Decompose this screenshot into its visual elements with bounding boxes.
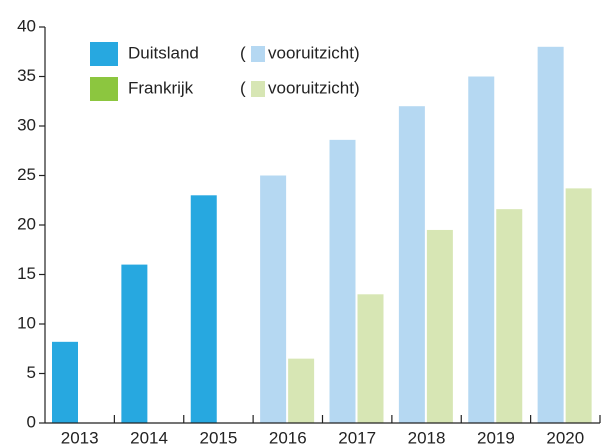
bar xyxy=(52,341,78,423)
y-tick-label: 35 xyxy=(17,66,36,85)
x-tick-label: 2013 xyxy=(61,428,99,447)
bar xyxy=(288,358,315,423)
bar xyxy=(398,106,425,423)
bar xyxy=(537,46,564,424)
legend-label: vooruitzicht) xyxy=(268,78,360,97)
legend-swatch xyxy=(90,42,118,66)
legend-swatch xyxy=(251,46,265,62)
bar xyxy=(496,209,523,423)
x-tick-label: 2019 xyxy=(477,428,515,447)
bar xyxy=(468,76,495,423)
bar xyxy=(260,175,287,423)
x-tick-label: 2014 xyxy=(130,428,168,447)
legend-label: Duitsland xyxy=(128,43,199,62)
y-tick-label: 15 xyxy=(17,264,36,283)
bar xyxy=(426,229,453,423)
y-tick-label: 5 xyxy=(27,363,36,382)
legend-label: vooruitzicht) xyxy=(268,43,360,62)
y-tick-label: 30 xyxy=(17,115,36,134)
legend-swatch xyxy=(90,77,118,101)
legend-swatch xyxy=(251,81,265,97)
x-tick-label: 2018 xyxy=(408,428,446,447)
legend-paren: ( xyxy=(240,78,246,97)
bar xyxy=(565,188,592,423)
legend-paren: ( xyxy=(240,43,246,62)
bar xyxy=(357,294,384,423)
x-tick-label: 2020 xyxy=(546,428,584,447)
y-tick-label: 20 xyxy=(17,214,36,233)
x-tick-label: 2017 xyxy=(338,428,376,447)
y-tick-label: 40 xyxy=(17,16,36,35)
legend-label: Frankrijk xyxy=(128,78,194,97)
bar xyxy=(329,139,356,424)
x-tick-label: 2016 xyxy=(269,428,307,447)
bar xyxy=(190,195,217,423)
y-tick-label: 0 xyxy=(27,412,36,431)
x-tick-label: 2015 xyxy=(200,428,238,447)
bar xyxy=(121,264,148,423)
y-tick-label: 10 xyxy=(17,313,36,332)
y-tick-label: 25 xyxy=(17,165,36,184)
